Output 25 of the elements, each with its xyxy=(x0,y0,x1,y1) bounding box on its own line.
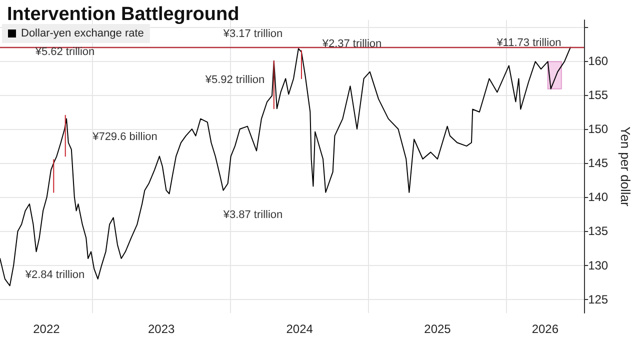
y-tick-label: 150 xyxy=(588,122,608,136)
y-tick-label: 135 xyxy=(588,224,608,238)
line-series xyxy=(0,46,571,286)
annotation: ¥2.37 trillion xyxy=(321,38,382,50)
annotation: ¥3.17 trillion xyxy=(222,28,283,40)
y-tick-label: 155 xyxy=(588,88,608,102)
legend-label: Dollar-yen exchange rate xyxy=(21,28,144,40)
x-tick-label: 2023 xyxy=(148,322,175,336)
y-tick-label: 140 xyxy=(588,190,608,204)
y-tick-label: 130 xyxy=(588,258,608,272)
annotation: ¥5.62 trillion xyxy=(34,46,95,58)
annotation: ¥2.84 trillion xyxy=(24,269,85,281)
annotation: ¥3.87 trillion xyxy=(222,209,283,221)
y-tick-label: 160 xyxy=(588,54,608,68)
x-tick-label: 2024 xyxy=(286,322,314,336)
x-tick-label: 2025 xyxy=(424,322,452,336)
y-tick-label: 145 xyxy=(588,156,608,170)
chart-title: Intervention Battleground xyxy=(7,4,240,25)
y-tick-label: 125 xyxy=(588,292,608,306)
y-axis-title: Yen per dollar xyxy=(618,126,633,208)
annotation: ¥11.73 trillion xyxy=(496,37,562,49)
annotation: ¥5.92 trillion xyxy=(204,74,265,86)
annotation: ¥729.6 billion xyxy=(92,131,158,143)
x-tick-label: 2022 xyxy=(33,322,60,336)
x-tick-label: 2026 xyxy=(532,322,559,336)
